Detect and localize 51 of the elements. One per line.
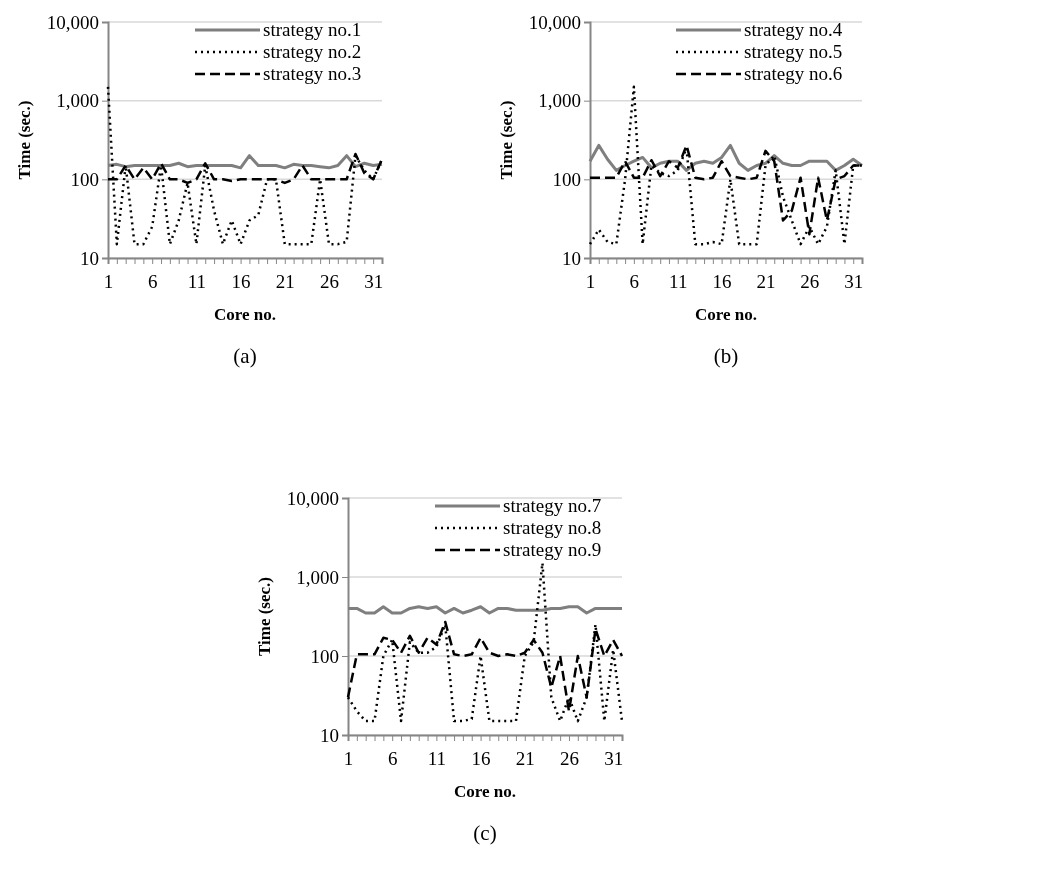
y-tick-label: 1,000 [56,90,99,112]
y-tick-label: 10,000 [528,11,581,33]
y-tick-label: 10 [80,247,99,269]
x-axis-title: Core no. [213,305,277,324]
x-tick-label: 16 [231,270,251,292]
x-tick-label: 1 [343,747,354,769]
y-tick-label: 100 [552,168,581,190]
x-tick-label: 11 [187,270,207,292]
y-axis-title: Time (sec.) [497,100,516,180]
x-tick-label: 16 [471,747,491,769]
text: (c) [473,821,497,845]
x-tick-label: 26 [800,270,820,292]
x-tick-label: 26 [319,270,339,292]
x-tick-label: 26 [559,747,579,769]
y-tick-label: 10 [320,724,339,746]
x-tick-label: 11 [669,270,688,292]
y-axis-title: Time (sec.) [15,100,34,180]
x-tick-label: 31 [364,270,384,292]
x-tick-label: 31 [604,747,624,769]
x-tick-label: 21 [515,747,535,769]
legend-label: strategy no.9 [503,539,602,560]
x-tick-label: 11 [427,747,447,769]
y-tick-label: 10 [562,247,581,269]
x-tick-label: 6 [629,270,640,292]
y-axis-title: Time (sec.) [255,577,274,656]
y-tick-label: 10,000 [286,487,339,509]
x-axis-title: Core no. [694,305,758,324]
legend-label: strategy no.5 [744,41,843,62]
legend-label: strategy no.7 [503,495,602,516]
text: (a) [233,344,257,368]
x-axis-title: Core no. [453,782,517,801]
legend-label: strategy no.2 [263,41,362,62]
x-tick-label: 6 [147,270,158,292]
y-tick-label: 100 [310,645,339,667]
y-tick-label: 100 [70,168,99,190]
x-tick-label: 31 [844,270,864,292]
legend-label: strategy no.6 [744,63,843,84]
x-tick-label: 21 [275,270,295,292]
legend-label: strategy no.3 [263,63,362,84]
legend-label: strategy no.1 [263,19,362,40]
y-tick-label: 1,000 [296,566,339,588]
text: (b) [713,344,739,368]
legend-label: strategy no.8 [503,517,602,538]
x-tick-label: 1 [585,270,596,292]
x-tick-label: 16 [712,270,732,292]
x-tick-label: 6 [387,747,398,769]
x-tick-label: 1 [103,270,114,292]
x-tick-label: 21 [756,270,776,292]
y-tick-label: 10,000 [46,11,99,33]
legend-label: strategy no.4 [744,19,843,40]
y-tick-label: 1,000 [538,90,581,112]
